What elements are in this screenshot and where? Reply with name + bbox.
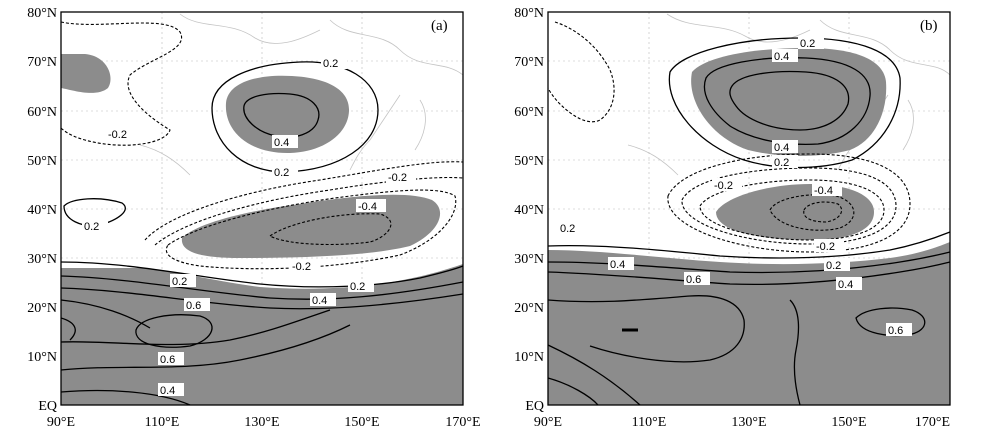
contour-label: -0.2 xyxy=(292,261,311,273)
panel-a-coastline xyxy=(139,13,464,176)
lat-tick: 70°N xyxy=(514,55,544,70)
contour-label: 0.2 xyxy=(560,223,575,235)
lon-tick: 110°E xyxy=(145,415,180,430)
panel-a-frame xyxy=(60,11,464,406)
lat-tick: 70°N xyxy=(27,55,57,70)
panel-a: 0.2 -0.2 0.4 0.2 -0.2 -0.4 0.2 -0.2 0.2 … xyxy=(60,11,464,406)
panel-a-contour-west-0.2 xyxy=(63,198,126,227)
panel-b-contour-0.2-south xyxy=(547,231,951,259)
lat-tick: 50°N xyxy=(27,154,57,169)
lat-tick: 80°N xyxy=(514,6,544,21)
contour-label: 0.6 xyxy=(888,325,903,337)
contour-label: 0.2 xyxy=(826,260,841,272)
contour-label: 0.6 xyxy=(186,300,201,312)
panel-b-label: (b) xyxy=(920,18,938,34)
lon-tick: 150°E xyxy=(831,415,866,430)
lat-tick: 40°N xyxy=(27,203,57,218)
panel-a-contours xyxy=(60,21,464,406)
lat-tick: 10°N xyxy=(27,350,57,365)
contour-label: -0.2 xyxy=(714,180,733,192)
contour-label: 0.4 xyxy=(774,142,789,154)
contour-label: 0.4 xyxy=(312,295,327,307)
contour-label: 0.2 xyxy=(774,157,789,169)
panel-a-label: (a) xyxy=(431,18,448,34)
lat-tick: 20°N xyxy=(27,301,57,316)
contour-label: -0.4 xyxy=(358,201,377,213)
lon-tick: 130°E xyxy=(244,415,279,430)
lat-tick: 50°N xyxy=(514,154,544,169)
lon-tick: 90°E xyxy=(534,415,562,430)
lat-tick: 30°N xyxy=(27,252,57,267)
panel-a-contour-north-0.2 xyxy=(211,61,379,173)
contour-label: 0.4 xyxy=(610,259,625,271)
panel-b: 0.2 0.4 0.4 0.2 -0.2 -0.4 0.2 -0.2 0.4 0… xyxy=(547,11,951,406)
panel-b-shade-north-positive xyxy=(691,48,887,156)
contour-label: 0.6 xyxy=(160,354,175,366)
panel-b-shade-mid-negative xyxy=(716,184,874,240)
contour-label: 0.4 xyxy=(838,279,853,291)
contour-label: 0.2 xyxy=(274,167,289,179)
panel-a-contour-nw-0.2 xyxy=(60,21,183,146)
contour-label: 0.2 xyxy=(323,58,338,70)
lat-tick: 80°N xyxy=(27,6,57,21)
panel-a-shading xyxy=(61,54,463,405)
contour-label: -0.2 xyxy=(108,129,127,141)
panel-a-shade-north-positive xyxy=(225,75,350,154)
contour-label: 0.2 xyxy=(350,281,365,293)
contour-label: 0.4 xyxy=(160,385,175,397)
panel-b-contour-west-0.2 xyxy=(547,21,615,123)
lat-tick: 20°N xyxy=(514,301,544,316)
panel-a-contour-0.2-south xyxy=(60,261,464,288)
lon-tick: 130°E xyxy=(731,415,766,430)
contour-label: -0.2 xyxy=(816,241,835,253)
axis-labels-panel-b: 80°N 70°N 60°N 50°N 40°N 30°N 20°N 10°N … xyxy=(514,6,950,430)
panel-a-contour-mid-0.2 xyxy=(144,161,464,241)
contour-label: 0.4 xyxy=(274,137,289,149)
lon-tick: 170°E xyxy=(445,415,480,430)
panel-b-contour-north-0.2 xyxy=(668,37,901,169)
panel-b-frame xyxy=(547,11,951,406)
lon-tick: 150°E xyxy=(344,415,379,430)
panel-a-contour-north-0.6 xyxy=(243,92,320,138)
lat-tick: 60°N xyxy=(514,105,544,120)
panel-a-shade-mid-negative xyxy=(181,194,441,258)
contour-label: 0.2 xyxy=(172,276,187,288)
contour-label: -0.2 xyxy=(388,172,407,184)
lon-tick: 110°E xyxy=(632,415,667,430)
panel-b-contour-mid-0.2 xyxy=(667,153,911,253)
panel-a-shade-northwest xyxy=(61,54,111,93)
contour-label: 0.6 xyxy=(686,274,701,286)
panel-b-contour-east-0.6 xyxy=(855,307,926,337)
lat-tick: 40°N xyxy=(514,203,544,218)
panel-a-shade-tropics xyxy=(61,264,463,405)
lat-tick: EQ xyxy=(38,399,57,414)
panel-b-contour-labels: 0.2 0.4 0.4 0.2 -0.2 -0.4 0.2 -0.2 0.4 0… xyxy=(558,36,912,337)
lat-tick: 60°N xyxy=(27,105,57,120)
contour-label: 0.4 xyxy=(774,51,789,63)
contour-label: -0.4 xyxy=(814,185,833,197)
contour-label: 0.2 xyxy=(800,38,815,50)
panel-a-contour-labels: 0.2 -0.2 0.4 0.2 -0.2 -0.4 0.2 -0.2 0.2 … xyxy=(82,56,416,397)
lon-tick: 170°E xyxy=(915,415,950,430)
axis-labels-panel-a: 80°N 70°N 60°N 50°N 40°N 30°N 20°N 10°N … xyxy=(27,6,480,430)
lat-tick: 30°N xyxy=(514,252,544,267)
lat-tick: EQ xyxy=(525,399,544,414)
contour-label: 0.2 xyxy=(84,221,99,233)
lat-tick: 10°N xyxy=(514,350,544,365)
lon-tick: 90°E xyxy=(47,415,75,430)
